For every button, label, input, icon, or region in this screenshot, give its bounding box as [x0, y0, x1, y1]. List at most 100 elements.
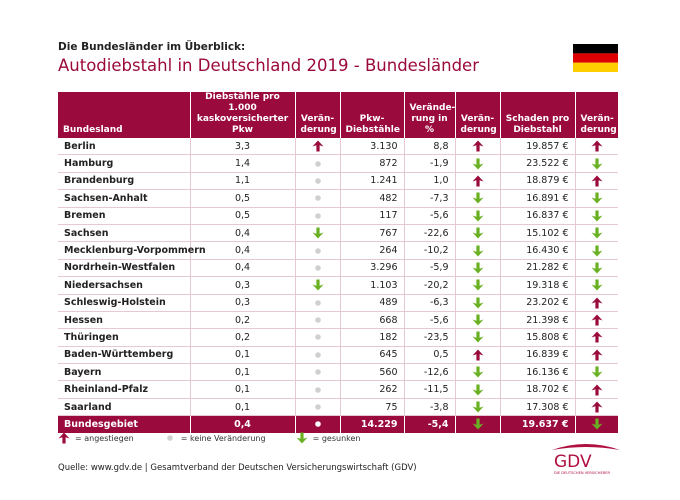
logo-text: GDV [554, 452, 592, 472]
change-icon [294, 241, 340, 260]
legend-label: = gesunken [312, 433, 361, 443]
dot [314, 160, 321, 167]
change-icon [454, 363, 500, 382]
state-name: Bremen [58, 207, 190, 225]
change-icon [454, 415, 500, 433]
state-name: Saarland [58, 398, 190, 417]
state-name: Bayern [58, 363, 190, 382]
change-icon [294, 224, 340, 243]
table-row: Schleswig-Holstein 0,3 489 -6,3 23.202 € [58, 294, 618, 312]
legend-label: = angestiegen [75, 433, 134, 443]
arrow-up [591, 175, 603, 187]
thefts-per-1000: 0,2 [189, 311, 295, 330]
change-icon [294, 311, 340, 330]
arrow-up [591, 140, 603, 152]
change-icon [294, 380, 340, 399]
arrow-down [591, 227, 603, 239]
dot [314, 421, 321, 428]
car-thefts: 264 [339, 241, 404, 260]
car-thefts: 262 [339, 380, 404, 399]
change-icon [294, 189, 340, 208]
arrow-down [312, 279, 323, 291]
change-icon [294, 154, 340, 173]
state-name: Berlin [58, 138, 190, 156]
damage-per-theft: 21.282 € [499, 259, 575, 278]
dot [314, 386, 321, 393]
change-icon [454, 346, 500, 365]
change-icon [574, 398, 618, 417]
flag [573, 44, 618, 72]
change-icon [454, 189, 500, 208]
change-icon [454, 154, 500, 173]
damage-per-theft: 15.808 € [499, 328, 575, 347]
dot [314, 369, 321, 376]
state-name: Rheinland-Pfalz [58, 380, 190, 399]
table-row: Niedersachsen 0,3 1.103 -20,2 19.318 € [58, 276, 618, 295]
change-percent: -5,9 [403, 259, 455, 278]
arrow-down [472, 314, 483, 326]
table-row: Saarland 0,1 75 -3,8 17.308 € [58, 398, 618, 417]
arrow-down [472, 245, 483, 257]
state-name: Niedersachsen [58, 276, 190, 295]
thefts-per-1000: 0,4 [189, 415, 295, 433]
arrow-up [472, 140, 483, 152]
damage-per-theft: 15.102 € [499, 224, 575, 243]
arrow-down [591, 279, 603, 291]
change-icon [574, 259, 618, 278]
dot [314, 195, 321, 202]
arrow-down [472, 384, 483, 396]
table-row: Hamburg 1,4 872 -1,9 23.522 € [58, 154, 618, 173]
arrow-up [312, 140, 323, 152]
change-icon [294, 398, 340, 417]
damage-per-theft: 19.318 € [499, 276, 575, 295]
kicker: Die Bundesländer im Überblick: [58, 41, 246, 53]
arrow-down [472, 158, 483, 170]
arrow-up [591, 349, 603, 361]
change-icon [454, 207, 500, 225]
change-icon [294, 172, 340, 191]
state-name: Nordrhein-Westfalen [58, 259, 190, 278]
damage-per-theft: 23.202 € [499, 294, 575, 312]
arrow-down [312, 227, 323, 239]
damage-per-theft: 19.637 € [499, 415, 575, 433]
header-row: Bundesland Diebstähle pro 1.000 kaskovers… [58, 92, 618, 138]
change-icon [574, 380, 618, 399]
column-header: Bundesland [58, 92, 190, 138]
change-icon [574, 346, 618, 365]
arrow-down [591, 262, 603, 274]
state-name: Hessen [58, 311, 190, 330]
state-name: Sachsen [58, 224, 190, 243]
car-thefts: 668 [339, 311, 404, 330]
thefts-per-1000: 1,4 [189, 154, 295, 173]
legend-item: = keine Veränderung [164, 432, 266, 444]
state-name: Mecklenburg-Vorpommern [58, 241, 206, 260]
arrow-up [472, 349, 483, 361]
table-row: Brandenburg 1,1 1.241 1,0 18.879 € [58, 172, 618, 191]
damage-per-theft: 16.136 € [499, 363, 575, 382]
car-thefts: 3.296 [339, 259, 404, 278]
arrow-up [58, 432, 70, 444]
change-icon [574, 311, 618, 330]
damage-per-theft: 18.702 € [499, 380, 575, 399]
table-row: Baden-Württemberg 0,1 645 0,5 16.839 € [58, 346, 618, 365]
thefts-per-1000: 0,2 [189, 328, 295, 347]
change-icon [294, 328, 340, 347]
thefts-per-1000: 0,4 [189, 224, 295, 243]
car-thefts: 489 [339, 294, 404, 312]
change-percent: -11,5 [403, 380, 455, 399]
change-percent: 0,5 [403, 346, 455, 365]
car-thefts: 560 [339, 363, 404, 382]
damage-per-theft: 16.430 € [499, 241, 575, 260]
thefts-per-1000: 0,1 [189, 398, 295, 417]
thefts-per-1000: 0,5 [189, 189, 295, 208]
change-icon [574, 224, 618, 243]
change-icon [454, 224, 500, 243]
arrow-up [591, 401, 603, 413]
change-icon [454, 398, 500, 417]
change-icon [574, 138, 618, 156]
car-thefts: 645 [339, 346, 404, 365]
table-row: Mecklenburg-Vorpommern 0,4 264 -10,2 16.430 … [58, 241, 618, 260]
dot [314, 265, 321, 271]
arrow-down [472, 192, 483, 204]
